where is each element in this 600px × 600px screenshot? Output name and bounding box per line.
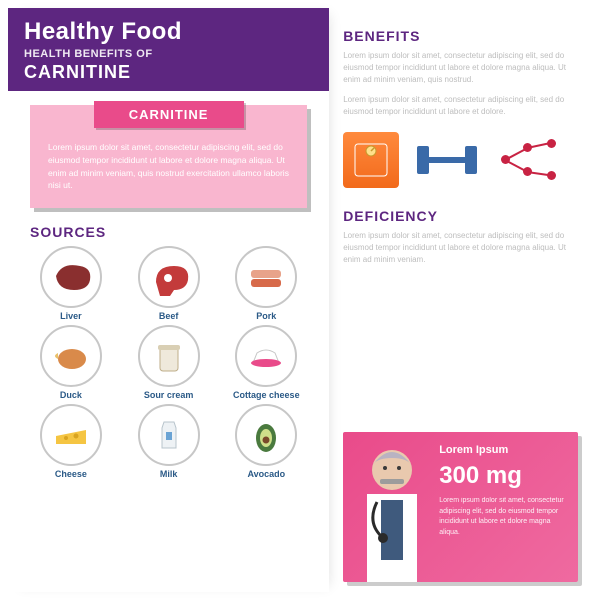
pork-icon — [235, 246, 297, 308]
sources-grid: Liver Beef Pork Duck Sour cream Cottage chees… — [8, 246, 329, 489]
source-item: Beef — [120, 246, 218, 321]
liver-icon — [40, 246, 102, 308]
source-label: Duck — [60, 390, 82, 400]
source-label: Milk — [160, 469, 178, 479]
source-label: Cottage cheese — [233, 390, 300, 400]
sources-heading: SOURCES — [30, 224, 329, 240]
doctor-panel-para: Lorem ipsum dolor sit amet, consectetur … — [439, 496, 564, 538]
benefits-heading: BENEFITS — [343, 28, 578, 44]
infographic-root: Healthy Food HEALTH BENEFITS OF CARNITIN… — [0, 0, 600, 600]
beef-icon — [138, 246, 200, 308]
source-item: Milk — [120, 404, 218, 479]
topic-card-body: Lorem ipsum dolor sit amet, consectetur … — [48, 141, 289, 192]
scale-icon — [343, 132, 399, 188]
source-item: Pork — [217, 246, 315, 321]
topic-card: CARNITINE Lorem ipsum dolor sit amet, co… — [30, 105, 307, 208]
infographic-header: Healthy Food HEALTH BENEFITS OF CARNITIN… — [8, 8, 329, 91]
benefits-para-2: Lorem ipsum dolor sit amet, consectetur … — [343, 94, 578, 118]
benefit-icon-row — [343, 132, 578, 188]
source-item: Liver — [22, 246, 120, 321]
right-column: BENEFITS Lorem ipsum dolor sit amet, con… — [329, 8, 592, 592]
topic-card-title: CARNITINE — [94, 101, 244, 128]
source-item: Cheese — [22, 404, 120, 479]
source-label: Sour cream — [144, 390, 194, 400]
source-item: Sour cream — [120, 325, 218, 400]
doctor-panel: Lorem Ipsum 300 mg Lorem ipsum dolor sit… — [343, 432, 578, 582]
duck-icon — [40, 325, 102, 387]
source-item: Duck — [22, 325, 120, 400]
molecule-icon — [495, 135, 565, 185]
doctor-icon — [349, 432, 435, 582]
doctor-panel-amount: 300 mg — [439, 462, 564, 490]
source-label: Pork — [256, 311, 276, 321]
page-title: Healthy Food — [24, 18, 313, 46]
source-label: Liver — [60, 311, 82, 321]
source-item: Avocado — [217, 404, 315, 479]
source-label: Avocado — [247, 469, 285, 479]
left-column: Healthy Food HEALTH BENEFITS OF CARNITIN… — [8, 8, 329, 592]
dumbbell-icon — [417, 151, 477, 169]
topic-card-wrapper: CARNITINE Lorem ipsum dolor sit amet, co… — [8, 91, 329, 214]
sour-cream-icon — [138, 325, 200, 387]
benefits-para-1: Lorem ipsum dolor sit amet, consectetur … — [343, 50, 578, 86]
avocado-icon — [235, 404, 297, 466]
source-label: Cheese — [55, 469, 87, 479]
cheese-icon — [40, 404, 102, 466]
milk-icon — [138, 404, 200, 466]
deficiency-para: Lorem ipsum dolor sit amet, consectetur … — [343, 230, 578, 266]
header-topic: CARNITINE — [24, 62, 313, 83]
cottage-cheese-icon — [235, 325, 297, 387]
header-subtitle: HEALTH BENEFITS OF — [24, 48, 313, 60]
doctor-panel-title: Lorem Ipsum — [439, 444, 564, 456]
source-item: Cottage cheese — [217, 325, 315, 400]
deficiency-heading: DEFICIENCY — [343, 208, 578, 224]
source-label: Beef — [159, 311, 179, 321]
